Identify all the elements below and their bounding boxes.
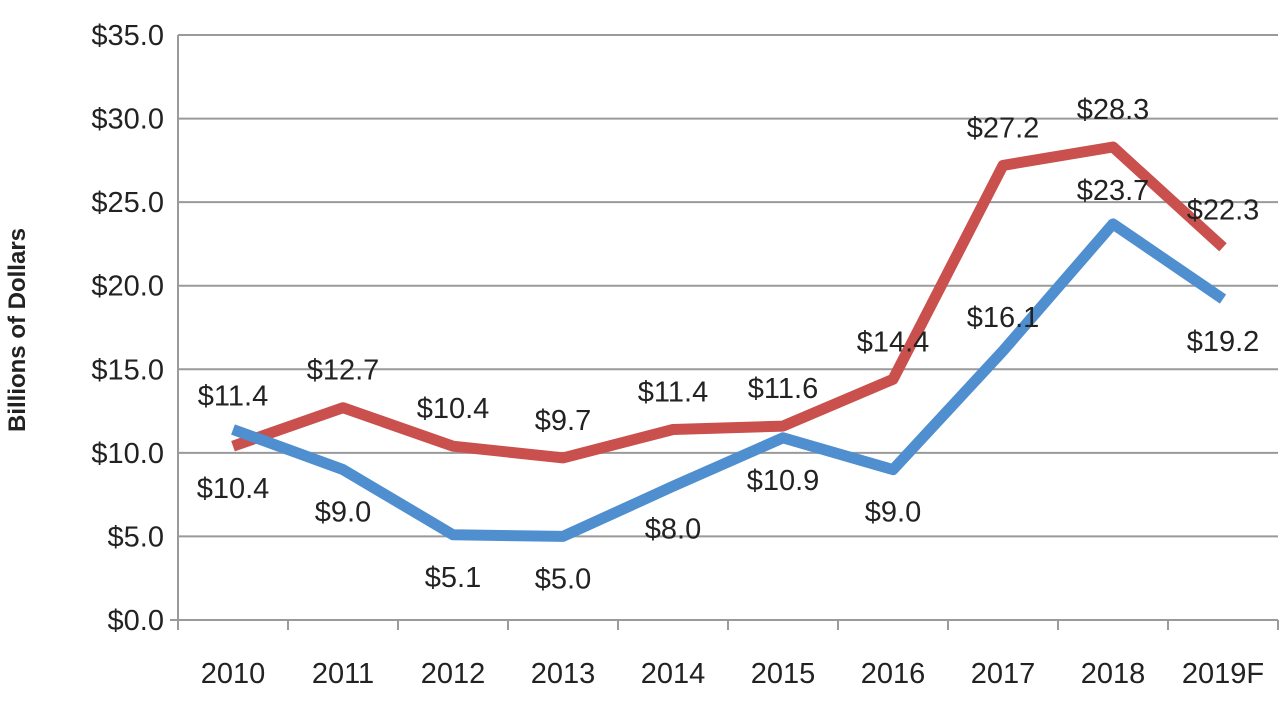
y-tick-label: $0.0 <box>108 605 164 637</box>
data-label: $9.0 <box>865 497 921 529</box>
data-label: $8.0 <box>645 513 701 545</box>
data-label: $9.0 <box>315 497 371 529</box>
y-tick-label: $30.0 <box>91 104 164 136</box>
data-label: $10.9 <box>747 465 820 497</box>
y-tick-label: $25.0 <box>91 187 164 219</box>
data-label: $10.4 <box>197 473 270 505</box>
x-tick-label: 2019F <box>1182 658 1264 690</box>
x-tick-label: 2018 <box>1081 658 1146 690</box>
data-label: $23.7 <box>1077 175 1150 207</box>
y-tick-label: $15.0 <box>91 354 164 386</box>
series-line-upper <box>231 141 1227 464</box>
x-tick-label: 2013 <box>531 658 596 690</box>
data-labels: $10.4 $12.7 $10.4 $9.7 $11.4 $11.6 $14.4 $27.2 $… <box>197 94 1260 595</box>
x-tick-label: 2012 <box>421 658 486 690</box>
data-label: $9.7 <box>535 405 591 437</box>
data-label: $11.4 <box>638 376 708 408</box>
y-tick-label: $10.0 <box>91 438 164 470</box>
data-label: $28.3 <box>1077 94 1150 126</box>
tick-labels: $0.0 $5.0 $10.0 $15.0 $20.0 $25.0 $30.0 $35.0 20… <box>91 20 1264 690</box>
data-label: $11.4 <box>198 380 268 412</box>
data-label: $11.6 <box>748 373 818 405</box>
x-tick-label: 2011 <box>312 658 374 690</box>
x-tick-label: 2015 <box>751 658 816 690</box>
x-tick-label: 2016 <box>861 658 926 690</box>
axes <box>170 35 1279 630</box>
data-label: $12.7 <box>307 355 380 387</box>
x-tick-label: 2010 <box>201 658 266 690</box>
y-axis-label: Billions of Dollars <box>4 228 31 432</box>
data-label: $5.0 <box>535 563 591 595</box>
x-tick-label: 2017 <box>971 658 1036 690</box>
data-label: $19.2 <box>1187 326 1260 358</box>
data-label: $14.4 <box>857 326 930 358</box>
gridlines <box>178 34 1278 538</box>
data-label: $22.3 <box>1187 194 1260 226</box>
y-tick-label: $5.0 <box>108 521 164 553</box>
data-label: $10.4 <box>417 393 490 425</box>
data-label: $27.2 <box>967 112 1040 144</box>
y-tick-label: $20.0 <box>91 271 164 303</box>
data-label: $16.1 <box>967 302 1040 334</box>
data-label: $5.1 <box>425 562 481 594</box>
series-lines <box>231 141 1227 542</box>
y-tick-label: $35.0 <box>91 20 164 52</box>
x-tick-label: 2014 <box>641 658 706 690</box>
series-line-lower <box>231 218 1227 542</box>
